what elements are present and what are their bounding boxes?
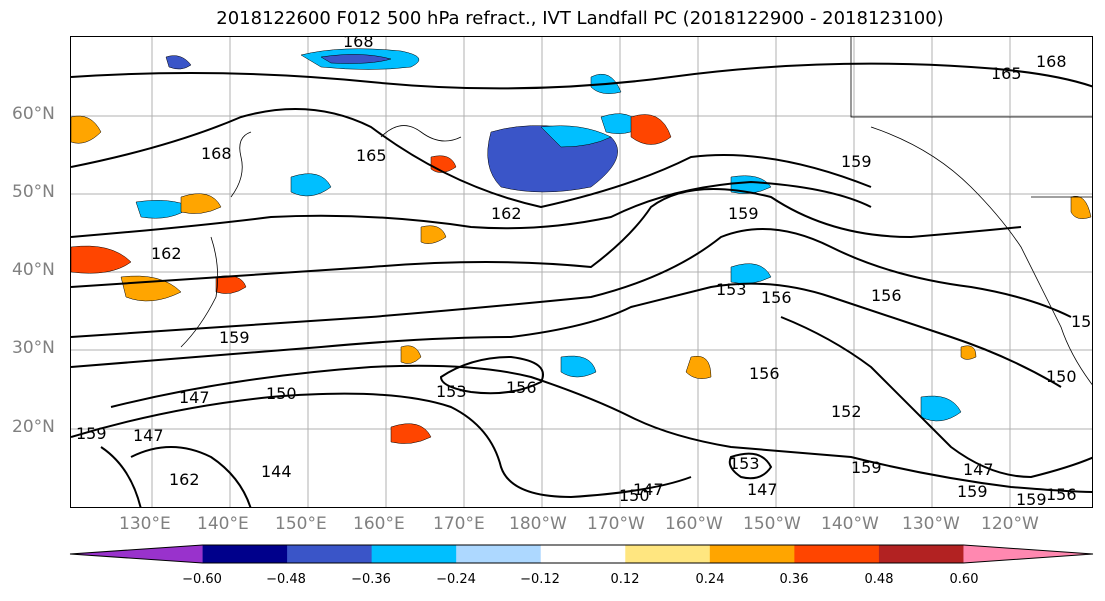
lat-label: 40°N [12, 260, 55, 280]
contour-label: 156 [749, 364, 780, 383]
contour-label: 153 [436, 382, 467, 401]
refractivity-shading [71, 48, 1092, 444]
lon-label: 150°W [743, 514, 801, 534]
contour-label: 147 [179, 388, 210, 407]
contour-label: 162 [491, 204, 522, 223]
contour-label: 153 [729, 454, 760, 473]
contour-label: 156 [506, 378, 537, 397]
graticule [71, 37, 1092, 507]
contour-label: 150 [619, 486, 650, 505]
contour-label: 153 [716, 280, 747, 299]
colorbar-tick: −0.12 [520, 572, 560, 587]
contour-label: 156 [761, 288, 792, 307]
colorbar-tick: −0.60 [182, 572, 222, 587]
contour-label: 162 [169, 470, 200, 489]
colorbar-segment [287, 545, 373, 563]
lon-label: 140°E [197, 514, 249, 534]
colorbar-segment [709, 545, 795, 563]
lat-label: 60°N [12, 104, 55, 124]
map-canvas: 168 165 168 162 159 156 153 156 159 162 … [71, 37, 1093, 508]
lon-label: 120°W [981, 514, 1039, 534]
lat-label: 20°N [12, 417, 55, 437]
colorbar-tick: 0.24 [695, 572, 725, 587]
colorbar-segment [878, 545, 964, 563]
colorbar-tick: −0.36 [351, 572, 391, 587]
colorbar-segment [625, 545, 711, 563]
contour-label: 162 [151, 244, 182, 263]
lat-label: 50°N [12, 182, 55, 202]
contour-label: 147 [633, 480, 664, 499]
map-panel: 168 165 168 162 159 156 153 156 159 162 … [70, 36, 1093, 508]
contour-label: 168 [343, 37, 374, 51]
colorbar-tick: 0.60 [949, 572, 979, 587]
height-contours [71, 62, 1092, 507]
contour-label: 159 [1016, 490, 1047, 508]
contour-label: 159 [1071, 312, 1093, 331]
contour-label: 150 [1046, 367, 1077, 386]
colorbar-segment [963, 545, 1093, 563]
contour-label: 159 [76, 424, 107, 443]
contour-label: 156 [871, 286, 902, 305]
contour-label: 159 [219, 328, 250, 347]
contour-labels: 168 165 168 162 159 156 153 156 159 162 … [76, 37, 1093, 508]
lon-label: 140°W [821, 514, 879, 534]
lon-label: 160°E [353, 514, 405, 534]
lon-label: 130°E [119, 514, 171, 534]
colorbar-segment [794, 545, 880, 563]
contour-label: 165 [356, 146, 387, 165]
lon-label: 170°W [587, 514, 645, 534]
colorbar-tick: −0.48 [266, 572, 306, 587]
colorbar-tick: 0.48 [864, 572, 894, 587]
contour-label: 144 [261, 462, 292, 481]
contour-label: 165 [991, 64, 1022, 83]
colorbar-segment [456, 545, 542, 563]
contour-label: 168 [201, 144, 232, 163]
coastlines [180, 37, 1092, 385]
colorbar-tick: 0.36 [779, 572, 809, 587]
contour-label: 152 [831, 402, 862, 421]
contour-label: 147 [133, 426, 164, 445]
contour-label: 147 [747, 480, 778, 499]
colorbar-segment [371, 545, 457, 563]
contour-label: 159 [728, 204, 759, 223]
contour-label: 159 [851, 458, 882, 477]
contour-label: 150 [266, 384, 297, 403]
lon-label: 160°W [665, 514, 723, 534]
contour-label: 168 [1036, 52, 1067, 71]
lat-label: 30°N [12, 338, 55, 358]
colorbar-tick: 0.12 [610, 572, 640, 587]
lon-label: 170°E [433, 514, 485, 534]
contour-label: 159 [841, 152, 872, 171]
colorbar-segment [70, 545, 203, 563]
colorbar-segment [202, 545, 288, 563]
lon-label: 180°W [509, 514, 567, 534]
contour-label: 159 [957, 482, 988, 501]
colorbar-tick: −0.24 [436, 572, 476, 587]
contour-label: 147 [963, 460, 994, 479]
map-title: 2018122600 F012 500 hPa refract., IVT La… [216, 8, 944, 29]
contour-label: 156 [1046, 485, 1077, 504]
colorbar-outline [69, 544, 1094, 564]
lon-label: 130°W [902, 514, 960, 534]
lon-label: 150°E [275, 514, 327, 534]
colorbar-segment [540, 545, 626, 563]
